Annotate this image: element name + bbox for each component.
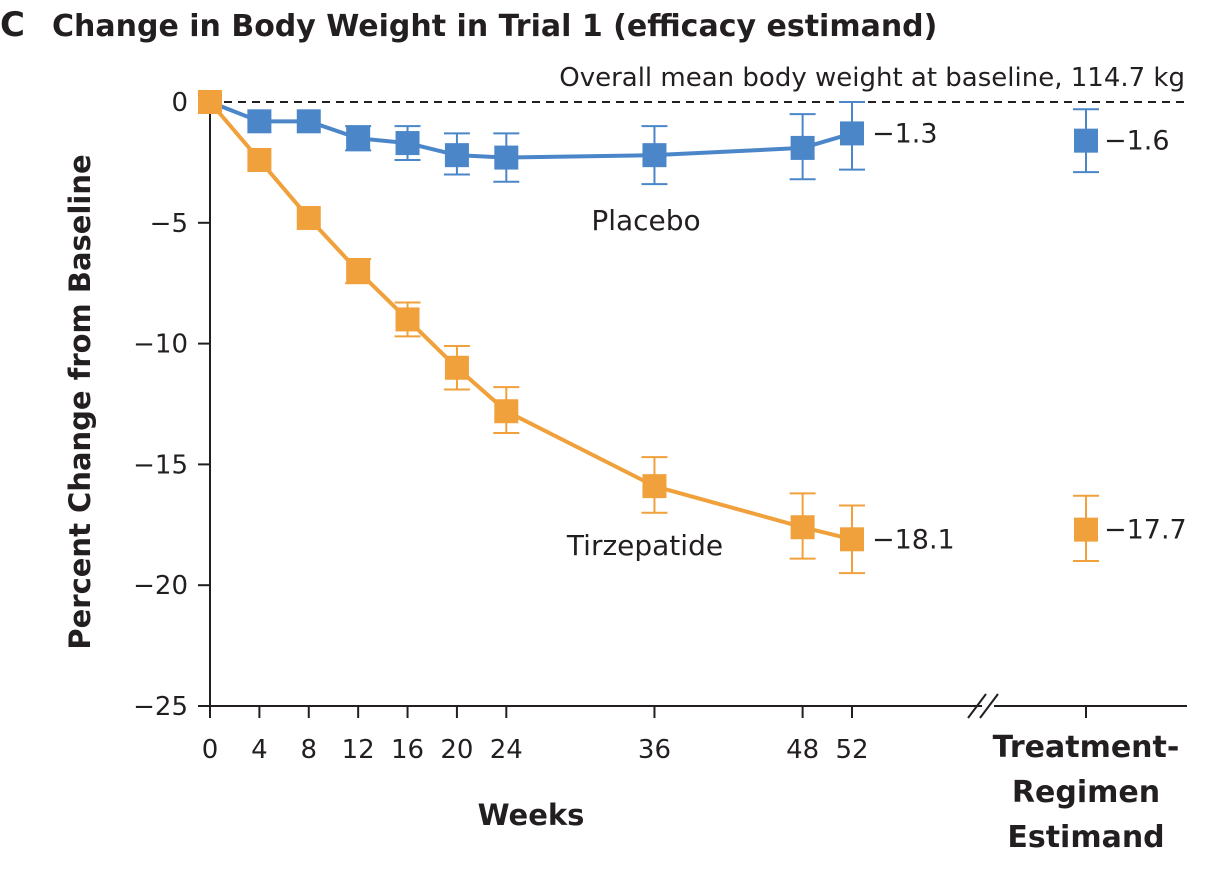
x-axis-title: Weeks	[478, 798, 585, 832]
placebo-point	[247, 109, 272, 134]
placebo-series-label: Placebo	[591, 204, 700, 237]
tirzepatide-point	[247, 147, 272, 172]
placebo-point	[346, 126, 371, 151]
placebo-point	[395, 131, 420, 156]
placebo-end-value-label: −1.3	[872, 118, 938, 149]
panel-letter: C	[0, 5, 25, 45]
placebo-treatment-regimen-value-label: −1.6	[1104, 126, 1170, 157]
tirzepatide-point	[198, 90, 222, 114]
placebo-point	[296, 109, 321, 134]
tirzepatide-point	[642, 474, 667, 499]
x-tick-label: 52	[835, 735, 868, 765]
y-axis-title: Percent Change from Baseline	[63, 154, 97, 649]
tirzepatide-point	[346, 259, 371, 284]
tirzepatide-point	[790, 515, 815, 540]
placebo-point	[494, 145, 519, 170]
y-tick-label: −25	[133, 692, 188, 722]
x-tick-label: 48	[786, 735, 819, 765]
placebo-treatment-regimen-point	[1074, 128, 1098, 153]
tirzepatide-point	[840, 527, 864, 552]
tirzepatide-point	[494, 399, 519, 424]
y-tick-label: −15	[133, 450, 188, 480]
y-tick-label: −5	[150, 209, 188, 239]
tirzepatide-point	[296, 205, 321, 230]
chart-subtitle: Overall mean body weight at baseline, 11…	[559, 63, 1185, 93]
x-tick-label: 4	[251, 735, 268, 765]
x-tick-label: 20	[440, 735, 473, 765]
axis-break-mark-right	[979, 693, 999, 719]
y-axis-ticks: 0 −5 −10 −15 −20 −25	[133, 88, 210, 722]
placebo-point	[444, 143, 469, 168]
tirzepatide-line	[208, 100, 853, 542]
placebo-point	[790, 135, 815, 160]
tirzepatide-point	[395, 307, 420, 332]
treatment-regimen-label-line1: Treatment-	[993, 730, 1180, 765]
tirzepatide-series-label: Tirzepatide	[566, 529, 723, 562]
tirzepatide-end-value-label: −18.1	[872, 524, 955, 555]
x-tick-label: 12	[342, 735, 375, 765]
series-layer: −1.3 −1.6 −18.1 −17.7	[198, 90, 1187, 575]
y-tick-label: −20	[133, 571, 188, 601]
x-tick-label: 8	[300, 735, 317, 765]
x-tick-label: 16	[391, 735, 424, 765]
placebo-point	[642, 143, 667, 168]
chart-title: Change in Body Weight in Trial 1 (effica…	[52, 9, 937, 44]
x-tick-label: 0	[202, 735, 219, 765]
placebo-line	[209, 100, 853, 160]
y-tick-label: 0	[171, 88, 188, 118]
axis-break-mark-left	[967, 693, 987, 719]
treatment-regimen-label-line2: Regimen	[1012, 775, 1160, 810]
treatment-regimen-label-line3: Estimand	[1007, 820, 1164, 855]
tirzepatide-point	[444, 355, 469, 380]
x-axis-ticks: 0 4 8 12 16 20 24 36 48 52	[202, 706, 869, 765]
x-tick-label: 36	[638, 735, 671, 765]
placebo-point	[840, 121, 864, 146]
tirzepatide-treatment-regimen-value-label: −17.7	[1104, 515, 1187, 546]
y-tick-label: −10	[133, 330, 188, 360]
x-tick-label: 24	[490, 735, 523, 765]
tirzepatide-treatment-regimen-point	[1074, 517, 1098, 542]
